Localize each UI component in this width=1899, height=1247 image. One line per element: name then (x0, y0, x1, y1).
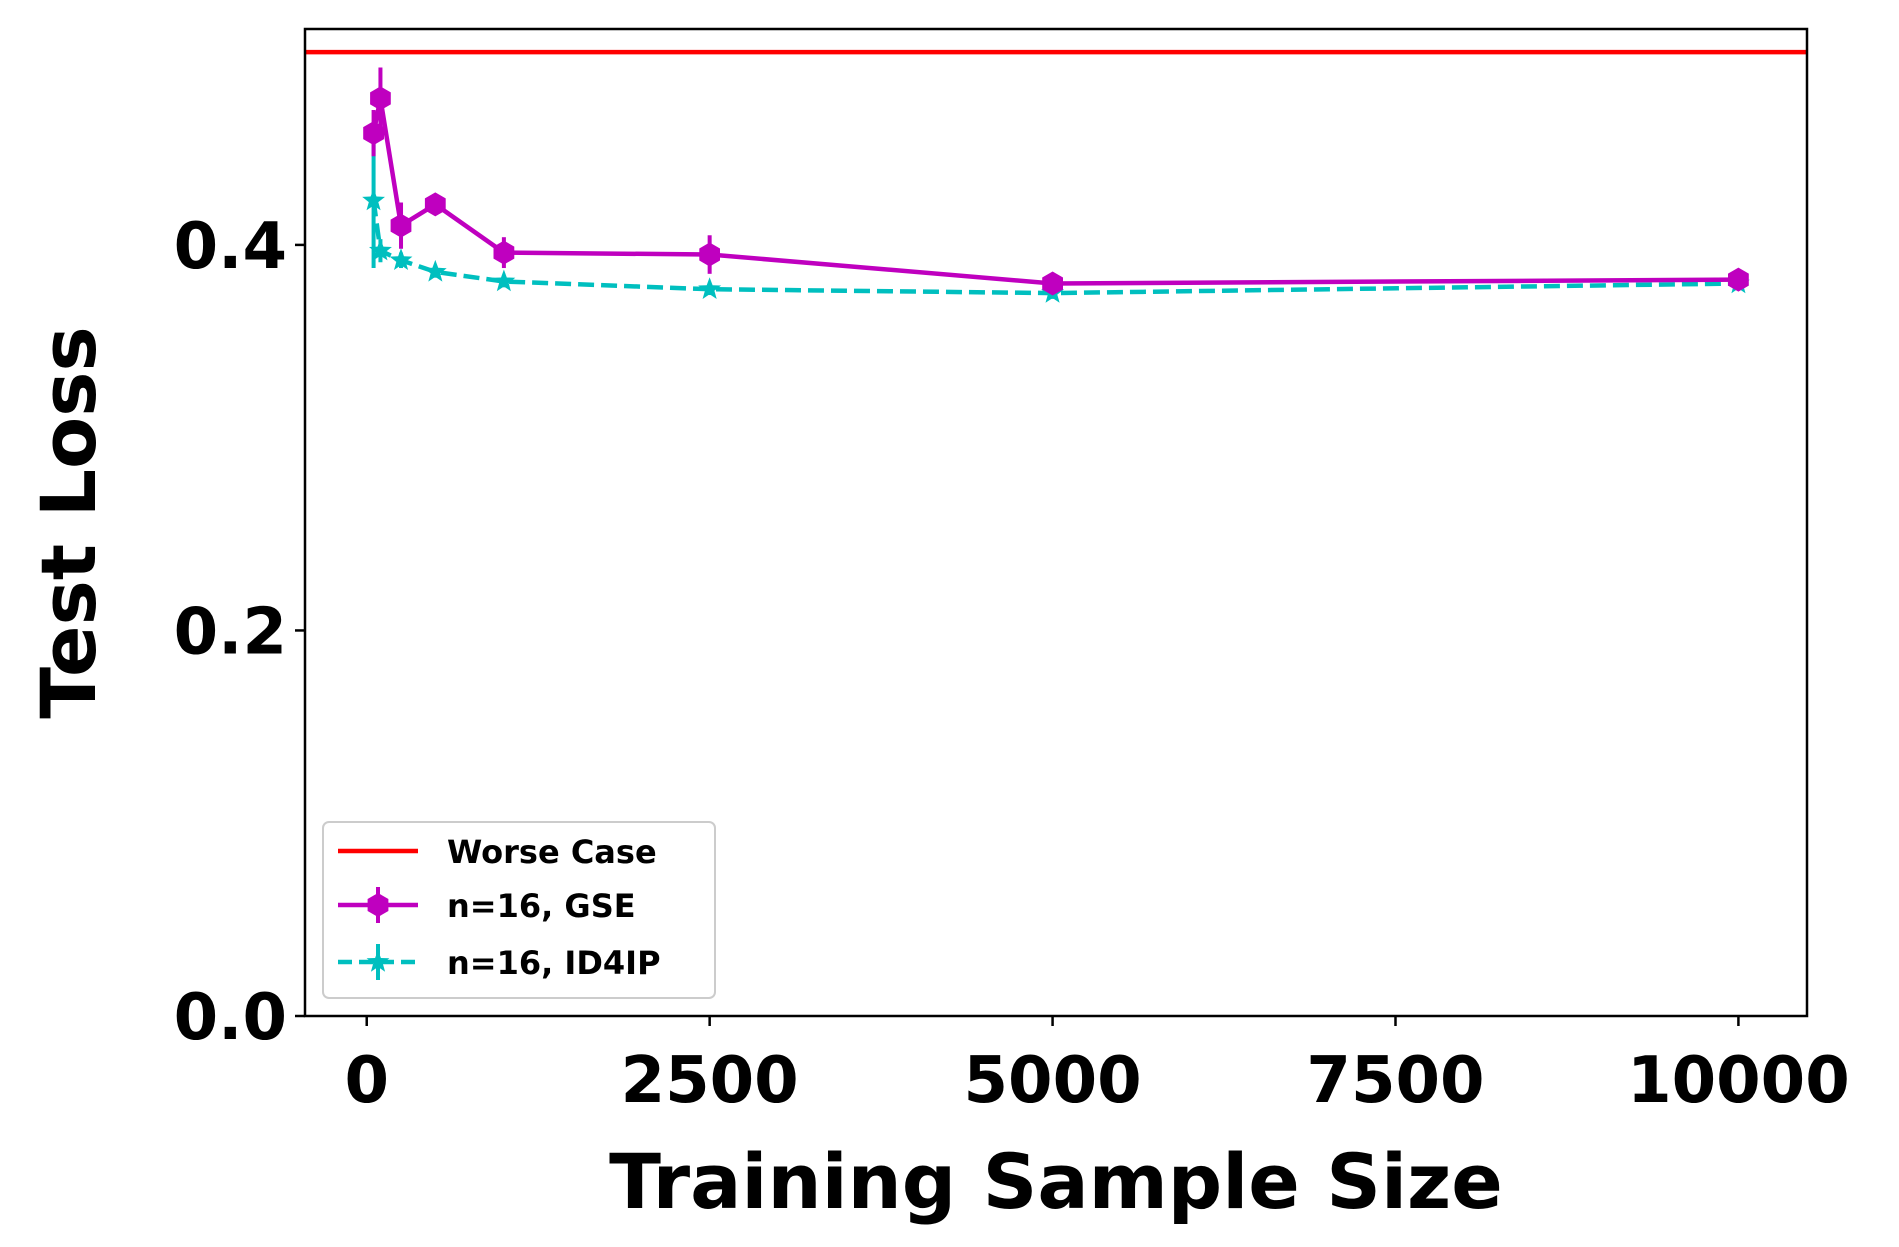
data-point (370, 86, 391, 111)
plot-frame (303, 27, 1809, 1018)
legend-swatch-marker (367, 893, 389, 917)
data-point (1042, 271, 1063, 296)
x-tick-label: 2500 (621, 1044, 799, 1118)
legend: Worse Case n=16, GSE n=16, ID4IP (322, 821, 716, 999)
legend-box (322, 821, 716, 999)
x-tick-label: 5000 (964, 1044, 1142, 1118)
legend-swatch-marker (366, 950, 390, 972)
data-point (493, 240, 515, 265)
data-point (424, 192, 446, 217)
x-axis-label: Training Sample Size (609, 1137, 1503, 1226)
x-tick-label: 10000 (1627, 1044, 1850, 1118)
series-0 (363, 67, 1749, 296)
data-point (369, 238, 392, 261)
plot-layer (305, 49, 1807, 303)
data-point (389, 248, 413, 270)
legend-worse-case-label: Worse Case (447, 833, 657, 871)
data-point (492, 269, 516, 292)
data-point (363, 121, 384, 146)
data-point (423, 259, 447, 282)
y-tick-label: 0.0 (174, 981, 287, 1055)
x-tick-label: 7500 (1306, 1044, 1484, 1118)
legend-id4ip-label: n=16, ID4IP (447, 944, 661, 982)
y-tick-label: 0.2 (174, 595, 287, 669)
ticks-layer: 0 2500 5000 7500 10000 0.0 0.2 0.4 (174, 210, 1850, 1118)
legend-gse-swatch (338, 887, 418, 923)
data-point (390, 213, 412, 238)
data-point (699, 242, 720, 267)
data-point (362, 188, 385, 211)
y-axis-label: Test Loss (24, 326, 113, 718)
legend-id4ip-swatch (338, 944, 418, 980)
series-line (371, 96, 1739, 286)
data-point (1728, 267, 1749, 292)
data-point (698, 277, 722, 299)
x-tick-label: 0 (344, 1044, 389, 1118)
legend-gse-label: n=16, GSE (447, 887, 636, 925)
y-tick-label: 0.4 (174, 210, 287, 284)
